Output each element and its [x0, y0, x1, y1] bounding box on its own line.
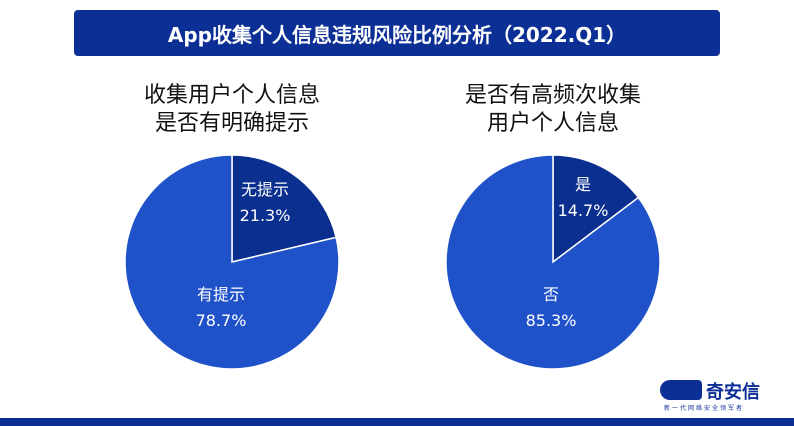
pie-2-slice-2 [445, 154, 661, 370]
pie-1-slice-1 [231, 154, 338, 263]
pie-2-slice-1-label: 是 [575, 175, 591, 194]
pie-1-title-line-1: 收集用户个人信息 [143, 83, 320, 108]
pie-2-slice-1-value: 14.7% [558, 201, 609, 220]
pie-2-slice-1 [552, 154, 640, 264]
pie-1-slice-1-label: 无提示 [241, 180, 289, 199]
pie-1-title-line-2: 是否有明确提示 [154, 111, 309, 136]
company-logo: 奇安信 新一代网络安全领军者 [660, 380, 790, 414]
pie-2-title-line-2: 用户个人信息 [486, 111, 619, 136]
chart-title: App收集个人信息违规风险比例分析（2022.Q1） [74, 10, 720, 56]
bottom-bar [0, 418, 794, 426]
pie-1-slice-2-label: 有提示 [197, 285, 245, 304]
tiger-logo-icon [660, 380, 702, 400]
pie-1-slice-2-value: 78.7% [196, 311, 247, 330]
pie-1-slice-1-value: 21.3% [240, 206, 291, 225]
logo-name: 奇安信 [706, 382, 760, 403]
pie-1-title: 收集用户个人信息 是否有明确提示 [82, 82, 382, 138]
pie-2-title-line-1: 是否有高频次收集 [464, 83, 641, 108]
pie-1-slice-2 [124, 154, 340, 370]
pie-2-slice-2-label: 否 [543, 285, 559, 304]
logo-tagline: 新一代网络安全领军者 [664, 405, 745, 412]
pie-2-slice-2-value: 85.3% [526, 311, 577, 330]
pie-2-title: 是否有高频次收集 用户个人信息 [403, 82, 703, 138]
